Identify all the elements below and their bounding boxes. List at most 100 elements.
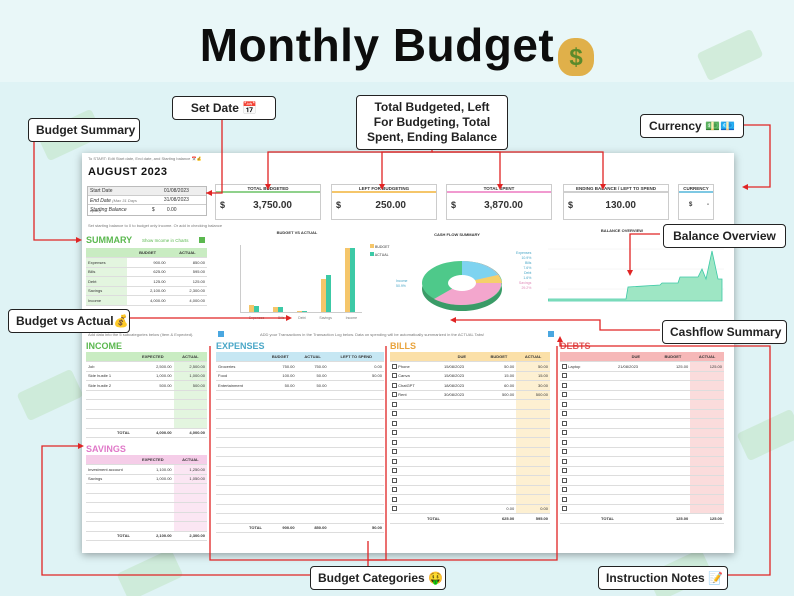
starting-balance-currency: $ — [151, 207, 155, 213]
callout-currency: Currency 💵💶 — [640, 114, 744, 138]
bva-legend: BUDGET ACTUAL — [370, 243, 390, 259]
table-row: Income 4,000.00 4,000.00 — [86, 295, 207, 306]
kpi-value: 250.00 — [375, 200, 406, 211]
end-date-hint: (Max 31 Days Apart) — [90, 198, 137, 213]
paid-checkbox[interactable] — [392, 373, 397, 379]
bva-chart — [240, 245, 362, 313]
table-row: Canva 15/08/2023 15.00 15.00 — [390, 371, 550, 381]
col-header: ACTUAL — [167, 248, 207, 258]
show-income-checkbox[interactable] — [199, 237, 205, 243]
kpi-value: 130.00 — [605, 200, 636, 211]
bar-actual — [326, 275, 331, 312]
paid-checkbox[interactable] — [562, 363, 567, 369]
table-row: Phone 15/08/2023 50.00 50.00 — [390, 361, 550, 372]
kpi-total-spent: TOTAL SPENT $ 3,870.00 — [446, 184, 552, 220]
starting-balance-input[interactable]: 0.00 — [166, 207, 177, 213]
start-date-label: Start Date — [90, 188, 113, 194]
callout-totals: Total Budgeted, Left For Budgeting, Tota… — [356, 95, 508, 150]
bar-actual — [254, 305, 259, 312]
end-date-input[interactable]: 31/08/2023 — [163, 197, 189, 203]
table-row: Job 2,500.00 2,500.00 — [86, 361, 207, 372]
balance-note: Set starting balance to 0 to budget only… — [88, 223, 223, 228]
bar-budget — [297, 310, 302, 312]
start-date-input[interactable]: 01/08/2023 — [163, 188, 189, 194]
page-title-text: Monthly Budget — [199, 19, 555, 71]
bar-budget — [249, 305, 254, 312]
currency-card: CURRENCY $ - — [678, 184, 714, 220]
title-band — [0, 0, 794, 82]
top-note: To START: Edit Start date, End date, and… — [88, 156, 202, 161]
end-date-label: End Date — [90, 198, 111, 204]
table-row: Debt 125.00 125.00 — [86, 276, 207, 287]
income-title: INCOME — [86, 341, 122, 351]
callout-budget-categories: Budget Categories 🤑 — [310, 566, 446, 590]
bills-title: BILLS — [390, 341, 416, 351]
table-row: Savings 1,000.00 1,050.00 — [86, 474, 207, 484]
categories-note: Add data into the 5 subcategories below … — [88, 332, 194, 337]
bar-budget — [273, 307, 278, 312]
month-title: AUGUST 2023 — [88, 166, 168, 178]
bva-chart-title: BUDGET VS ACTUAL — [276, 230, 318, 235]
bar-budget — [345, 248, 350, 312]
currency-label: CURRENCY — [679, 185, 713, 193]
currency-select[interactable]: - — [707, 202, 709, 208]
table-row: Rent 30/08/2023 500.00 500.00 — [390, 390, 550, 400]
kpi-label: LEFT FOR BUDGETING — [332, 185, 436, 193]
bar-budget — [321, 278, 326, 312]
money-bag-icon: $ — [558, 38, 595, 76]
callout-cashflow-summary: Cashflow Summary — [662, 320, 787, 344]
info-icon[interactable] — [548, 331, 554, 337]
bar-actual — [302, 310, 307, 312]
col-header: BUDGET — [127, 248, 168, 258]
date-block: Start Date 01/08/2023 End Date (Max 31 D… — [87, 186, 207, 216]
table-row: Side hustle 2 500.00 500.00 — [86, 380, 207, 391]
budget-sheet: To START: Edit Start date, End date, and… — [82, 153, 734, 553]
table-row: Side hustle 1 1,000.00 1,000.00 — [86, 371, 207, 381]
table-row: Food 100.00 50.00 50.00 — [216, 371, 384, 381]
table-row: Entertainment 50.00 50.00 — [216, 380, 384, 391]
bar-actual — [278, 307, 283, 312]
callout-set-date: Set Date 📅 — [172, 96, 276, 120]
callout-balance-overview: Balance Overview — [663, 224, 786, 248]
kpi-currency: $ — [451, 200, 457, 210]
paid-checkbox[interactable] — [392, 382, 397, 388]
starting-balance-label: Starting Balance — [90, 207, 127, 213]
kpi-currency: $ — [568, 200, 574, 210]
table-row: Investment account 1,100.00 1,250.00 — [86, 464, 207, 475]
table-row: Laptop 21/08/2023 125.00 125.00 — [560, 361, 724, 372]
kpi-value: 3,750.00 — [253, 200, 292, 211]
info-icon[interactable] — [218, 331, 224, 337]
kpi-ending-balance: ENDING BALANCE / LEFT TO SPEND $ 130.00 — [563, 184, 669, 220]
summary-table: BUDGET ACTUAL Expenses 900.00 850.00 Bills 6… — [86, 248, 207, 306]
cashflow-income-label: Income 50.9% — [396, 279, 408, 288]
balance-chart — [548, 248, 724, 302]
callout-instruction-notes: Instruction Notes 📝 — [598, 566, 728, 590]
kpi-currency: $ — [220, 200, 226, 210]
paid-checkbox[interactable] — [392, 363, 397, 369]
page-title: Monthly Budget $ — [0, 18, 794, 76]
kpi-label: TOTAL SPENT — [447, 185, 551, 193]
callout-budget-summary: Budget Summary — [28, 118, 140, 142]
cashflow-pie — [422, 261, 502, 311]
savings-table: EXPECTED ACTUAL Investment account 1,100.0… — [86, 455, 207, 541]
bills-table: DUE BUDGET ACTUAL Phone 15/08/2023 50.00 50.0… — [390, 352, 550, 524]
callout-budget-vs-actual: Budget vs Actual💰 — [8, 309, 130, 333]
cashflow-legend: Expenses 10.9% Bills 7.6% Debt 1.6% Savings… — [516, 251, 532, 290]
show-income-toggle-label: Show Income in Charts — [142, 238, 189, 243]
paid-checkbox[interactable] — [392, 392, 397, 398]
kpi-currency: $ — [336, 200, 342, 210]
cashflow-chart-title: CASH FLOW SUMMARY — [434, 232, 480, 237]
savings-title: SAVINGS — [86, 444, 126, 454]
kpi-label: ENDING BALANCE / LEFT TO SPEND — [564, 185, 668, 193]
transaction-log-note: ADD your Transactions in the Transaction… — [260, 332, 485, 337]
table-row: Groceries 750.00 750.00 0.00 — [216, 361, 384, 372]
currency-symbol[interactable]: $ — [689, 202, 693, 208]
table-row: Expenses 900.00 850.00 — [86, 257, 207, 268]
income-table: EXPECTED ACTUAL Job 2,500.00 2,500.00 Side … — [86, 352, 207, 438]
table-row: Savings 2,100.00 2,300.00 — [86, 286, 207, 296]
balance-chart-title: BALANCE OVERVIEW — [600, 228, 644, 233]
expenses-table: BUDGET ACTUAL LEFT TO SPEND Groceries 750.0… — [216, 352, 384, 533]
bar-actual — [350, 248, 355, 312]
expenses-title: EXPENSES — [216, 341, 265, 351]
